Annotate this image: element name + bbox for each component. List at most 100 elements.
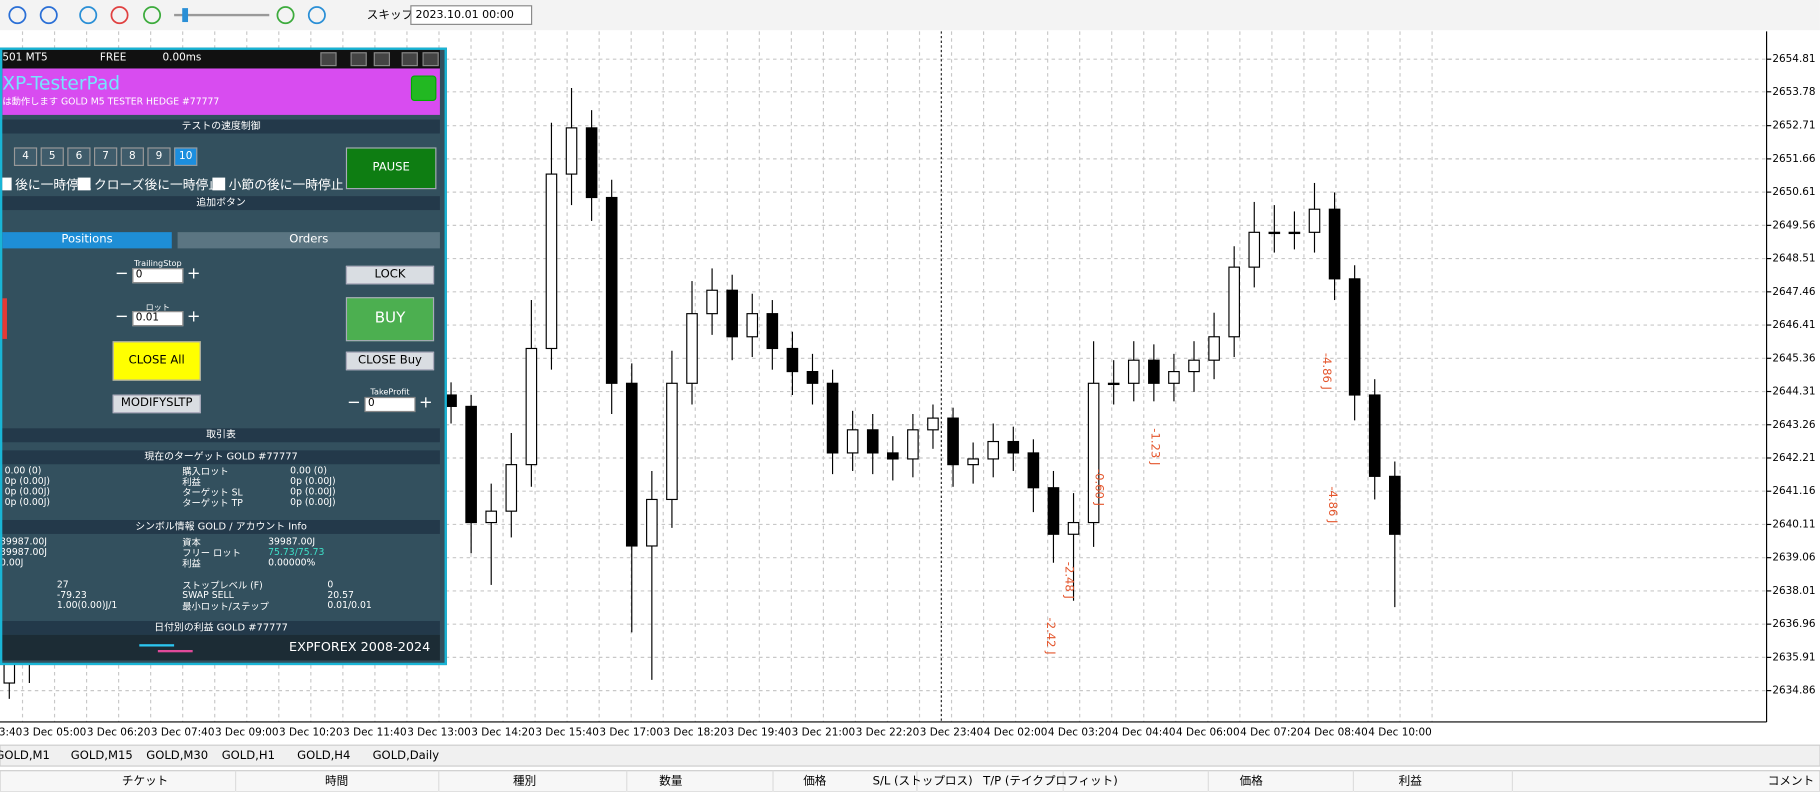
speed-button[interactable]: 9 (147, 147, 171, 166)
pad-icon[interactable] (373, 52, 390, 67)
trade-annotation: -2.48 J (1063, 562, 1077, 599)
table-header-cell: 種別 (513, 774, 536, 788)
chart-tab[interactable]: GOLD,M1 (0, 748, 50, 762)
toolbar-button[interactable] (8, 6, 27, 25)
candle-body (1348, 278, 1361, 396)
pad-icon[interactable] (401, 52, 418, 67)
info-cell: 75.73/75.73 (268, 546, 325, 558)
pad-button[interactable]: CLOSE Buy (345, 351, 435, 371)
candle-body (545, 173, 558, 350)
table-header (0, 770, 1820, 792)
candle-body (987, 440, 1000, 460)
chart-tab[interactable]: GOLD,H4 (297, 748, 350, 762)
minus: − (347, 393, 361, 413)
y-tick-label: 2647.46 (1772, 286, 1815, 298)
info-cell: ストップレベル (F) (182, 580, 263, 591)
toolbar-button[interactable] (39, 6, 58, 25)
speed-button[interactable]: 8 (120, 147, 144, 166)
candle-body (1268, 231, 1281, 235)
info-cell: 0p (0.00J) (290, 486, 336, 497)
plus: + (419, 393, 433, 413)
chart-tab[interactable]: GOLD,M30 (146, 748, 208, 762)
speed-button[interactable]: 6 (67, 147, 91, 166)
speed-button[interactable]: 5 (40, 147, 64, 166)
field-input[interactable]: 0 (364, 396, 416, 413)
tester-pad: 501 MT5 FREE 0.00ms XP-TesterPad は動作します GOLD… (0, 47, 447, 666)
info-cell: 資本 (182, 537, 201, 548)
table-header-cell: 価格 (1240, 774, 1264, 788)
pad-icon[interactable] (350, 52, 367, 67)
section-header: シンボル情報 GOLD / アカウント Info (2, 519, 440, 534)
info-cell: ターゲット SL (182, 487, 243, 498)
pad-button[interactable]: PAUSE (345, 147, 437, 190)
info-cell: 利益 (182, 477, 201, 488)
date-value: 2023.10.01 00:00 (416, 8, 514, 21)
toolbar-button[interactable] (110, 6, 129, 25)
info-cell: 最小ロット/ステップ (182, 601, 269, 612)
checkbox[interactable] (77, 177, 91, 191)
x-tick-label: 3 Dec 18:20 (663, 726, 727, 738)
footer-line (157, 649, 193, 653)
pad-button[interactable]: BUY (345, 297, 435, 342)
checkbox[interactable] (212, 177, 226, 191)
x-tick-label: 4 Dec 06:00 (1176, 726, 1240, 738)
field-label: TrailingStop (134, 258, 182, 269)
speed-button[interactable]: 4 (13, 147, 38, 166)
table-header-cell: 数量 (659, 774, 683, 788)
checkbox-label: 小節の後に一時停止 (228, 177, 344, 193)
pad-icon[interactable] (320, 52, 337, 67)
chart-tab[interactable]: GOLD,H1 (222, 748, 275, 762)
field-input[interactable]: 0.01 (132, 311, 184, 327)
candle-body (1168, 371, 1180, 384)
candle-body (1288, 231, 1301, 235)
info-cell: 39987.00J (0, 546, 48, 558)
candle-body (786, 347, 799, 373)
candle-body (1248, 231, 1261, 268)
trade-annotation: -4.86 J (1320, 353, 1334, 390)
tab-positions[interactable]: Positions (2, 232, 172, 249)
pad-button[interactable]: LOCK (345, 265, 435, 285)
candle-body (605, 196, 618, 384)
candle-body (947, 417, 959, 466)
x-tick-label: 3 Dec 22:20 (856, 726, 920, 738)
pad-icon[interactable] (422, 52, 439, 67)
table-header-cell: 価格 (803, 774, 827, 788)
candle-body (1208, 336, 1220, 361)
minus: − (114, 264, 129, 284)
info-cell: 0 (327, 579, 334, 590)
info-cell: 0p (0.00J) (4, 496, 51, 508)
chart-tab[interactable]: GOLD,M15 (71, 748, 133, 762)
candle-body (1107, 382, 1120, 386)
x-tick-label: 3 Dec 17:00 (599, 726, 663, 738)
speed-button[interactable]: 7 (94, 147, 118, 166)
tab-orders[interactable]: Orders (177, 232, 440, 249)
pad-button[interactable]: CLOSE All (112, 341, 201, 381)
chart-tab[interactable]: GOLD,Daily (373, 748, 440, 762)
pad-button[interactable]: MODIFYSLTP (112, 394, 201, 414)
info-cell: 0p (0.00J) (290, 496, 336, 508)
info-cell: 0.00 (0) (4, 465, 42, 476)
date-box[interactable] (410, 5, 533, 25)
pad-status: 501 MT5 (2, 52, 48, 64)
footer-line (139, 644, 175, 647)
toolbar-button[interactable] (276, 6, 295, 25)
field-input[interactable]: 0 (132, 268, 184, 284)
toolbar-button[interactable] (143, 6, 162, 25)
trade-annotation: -1.23 J (1148, 428, 1162, 465)
candle-body (646, 498, 658, 547)
speed-button[interactable]: 10 (174, 147, 198, 166)
section-header: 取引表 (2, 428, 440, 443)
x-tick-label: 3 Dec 07:40 (151, 726, 215, 738)
toolbar-button[interactable] (307, 6, 326, 25)
candle-body (565, 127, 578, 175)
toolbar-button[interactable] (79, 6, 98, 25)
checkbox[interactable] (2, 177, 12, 191)
tabs-bar (0, 744, 1820, 767)
trade-annotation: -0.60 J (1093, 469, 1107, 506)
pad-status: 0.00ms (162, 52, 202, 64)
candle-body (1188, 359, 1200, 373)
candle-body (1007, 440, 1020, 454)
info-cell: 20.57 (327, 589, 354, 601)
x-tick-label: 3 Dec 13:00 (407, 726, 471, 738)
